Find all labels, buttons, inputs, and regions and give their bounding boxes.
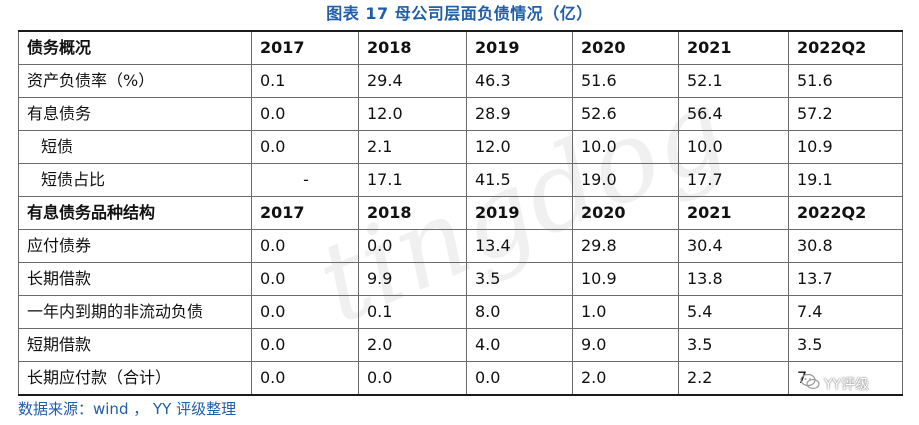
table-cell: 10.0 (572, 130, 679, 164)
table-cell: 2.0 (358, 328, 467, 362)
row-label: 长期借款 (18, 262, 252, 296)
table-cell: - (251, 163, 359, 197)
table-cell: 0.0 (251, 97, 359, 131)
table-cell: 3.5 (466, 262, 573, 296)
year-header: 2022Q2 (788, 196, 903, 230)
year-header: 2021 (678, 196, 789, 230)
row-label: 资产负债率（%） (18, 64, 252, 98)
table-cell: 2.2 (678, 361, 789, 396)
row-label: 一年内到期的非流动负债 (18, 295, 252, 329)
table-cell: 7.4 (788, 295, 903, 329)
table-row: 一年内到期的非流动负债 0.0 0.1 8.0 1.0 5.4 7.4 (18, 295, 903, 329)
table-cell: 46.3 (466, 64, 573, 98)
table-cell: 2.1 (358, 130, 467, 164)
table-cell: 8.0 (466, 295, 573, 329)
table-cell: 12.0 (466, 130, 573, 164)
row-label: 有息债务 (18, 97, 252, 131)
table-cell: 7 (788, 361, 903, 396)
table-cell: 5.4 (678, 295, 789, 329)
year-header: 2021 (678, 30, 789, 65)
row-label: 长期应付款（合计） (18, 361, 252, 396)
table-cell: 29.8 (572, 229, 679, 263)
row-label: 应付债券 (18, 229, 252, 263)
table-cell: 30.4 (678, 229, 789, 263)
table-cell: 28.9 (466, 97, 573, 131)
table-cell: 57.2 (788, 97, 903, 131)
table-cell: 52.6 (572, 97, 679, 131)
table-cell: 13.7 (788, 262, 903, 296)
table-cell: 13.8 (678, 262, 789, 296)
section-title: 有息债务品种结构 (18, 196, 252, 230)
table-cell: 0.1 (251, 64, 359, 98)
table-cell: 0.0 (251, 130, 359, 164)
table-cell: 51.6 (572, 64, 679, 98)
table-cell: 10.0 (678, 130, 789, 164)
table-cell: 10.9 (572, 262, 679, 296)
table-row: 短期借款 0.0 2.0 4.0 9.0 3.5 3.5 (18, 328, 903, 362)
table-row: 短债占比 -17.1 41.5 19.0 17.7 19.1 (18, 163, 903, 197)
table-cell: 0.0 (251, 361, 359, 396)
table-cell: 12.0 (358, 97, 467, 131)
year-header: 2017 (251, 196, 359, 230)
table-row: 应付债券 0.0 0.0 13.4 29.8 30.4 30.8 (18, 229, 903, 263)
table-cell: 1.0 (572, 295, 679, 329)
debt-table: 债务概况 2017 2018 2019 2020 2021 2022Q2 资产负债率（%） 0.… (18, 30, 903, 396)
section-header-row: 有息债务品种结构 2017 2018 2019 2020 2021 2022Q2 (18, 196, 903, 230)
table-container: 债务概况 2017 2018 2019 2020 2021 2022Q2 资产负债率（%） 0.… (18, 30, 903, 396)
table-row: 资产负债率（%） 0.1 29.4 46.3 51.6 52.1 51.6 (18, 64, 903, 98)
source-note: 数据来源：wind ， YY 评级整理 (18, 400, 237, 418)
table-cell: 9.9 (358, 262, 467, 296)
table-row: 有息债务 0.0 12.0 28.9 52.6 56.4 57.2 (18, 97, 903, 131)
year-header: 2019 (466, 196, 573, 230)
year-header: 2017 (251, 30, 359, 65)
table-cell: 17.1 (358, 163, 467, 197)
year-header: 2022Q2 (788, 30, 903, 65)
table-cell: 0.0 (251, 328, 359, 362)
table-cell: 9.0 (572, 328, 679, 362)
table-cell: 10.9 (788, 130, 903, 164)
table-cell: 0.0 (251, 262, 359, 296)
row-label: 短债占比 (18, 163, 252, 197)
table-row: 长期借款 0.0 9.9 3.5 10.9 13.8 13.7 (18, 262, 903, 296)
table-body: 债务概况 2017 2018 2019 2020 2021 2022Q2 资产负债率（%） 0.… (18, 30, 903, 396)
section-title: 债务概况 (18, 30, 252, 65)
table-cell: 0.0 (251, 295, 359, 329)
section-header-row: 债务概况 2017 2018 2019 2020 2021 2022Q2 (18, 30, 903, 65)
year-header: 2018 (358, 30, 467, 65)
table-row: 长期应付款（合计） 0.0 0.0 0.0 2.0 2.2 7 (18, 361, 903, 396)
year-header: 2020 (572, 196, 679, 230)
table-cell: 52.1 (678, 64, 789, 98)
table-cell: 0.0 (358, 361, 467, 396)
year-header: 2018 (358, 196, 467, 230)
row-label: 短期借款 (18, 328, 252, 362)
table-cell: 3.5 (788, 328, 903, 362)
table-cell: 17.7 (678, 163, 789, 197)
table-cell: 13.4 (466, 229, 573, 263)
table-cell: 0.0 (358, 229, 467, 263)
table-cell: 0.0 (466, 361, 573, 396)
table-cell: 51.6 (788, 64, 903, 98)
table-cell: 19.1 (788, 163, 903, 197)
table-cell: 19.0 (572, 163, 679, 197)
table-cell: 0.0 (251, 229, 359, 263)
table-cell: 56.4 (678, 97, 789, 131)
table-cell: 41.5 (466, 163, 573, 197)
table-cell: 29.4 (358, 64, 467, 98)
year-header: 2019 (466, 30, 573, 65)
figure-title: 图表 17 母公司层面负债情况（亿） (326, 4, 593, 23)
row-label: 短债 (18, 130, 252, 164)
table-cell: 2.0 (572, 361, 679, 396)
year-header: 2020 (572, 30, 679, 65)
table-cell: 4.0 (466, 328, 573, 362)
table-cell: 30.8 (788, 229, 903, 263)
table-row: 短债 0.0 2.1 12.0 10.0 10.0 10.9 (18, 130, 903, 164)
table-cell: 0.1 (358, 295, 467, 329)
table-cell: 3.5 (678, 328, 789, 362)
